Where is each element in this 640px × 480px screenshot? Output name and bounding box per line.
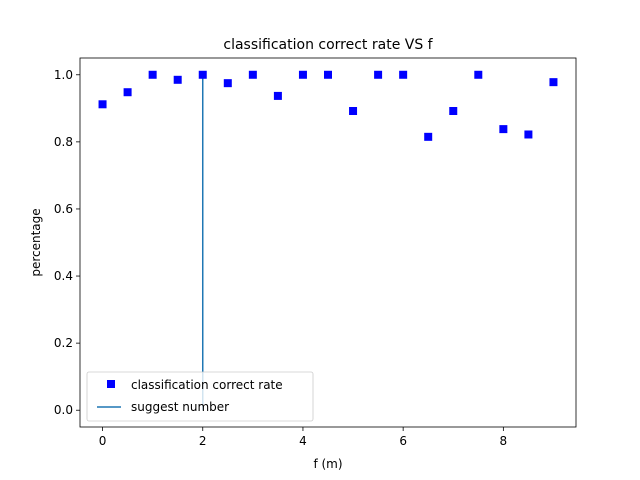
ticks-layer: 0 2 4 6 8 0.0 0.2 0.4 0.6 0.8 1.0 (54, 68, 507, 448)
data-point-square (324, 70, 332, 79)
legend-box (86, 371, 314, 422)
axes-frame (79, 57, 577, 428)
data-point-square (474, 70, 483, 79)
x-tick-label: 0 (99, 434, 107, 448)
data-point-square (273, 91, 282, 100)
x-tick-label: 2 (199, 434, 207, 448)
chart-title: classification correct rate VS f (223, 37, 433, 53)
y-tick-label: 0.2 (54, 336, 73, 350)
x-tick-label: 4 (299, 434, 307, 448)
data-point-square (424, 132, 433, 141)
y-tick-label: 1.0 (54, 68, 73, 82)
legend: classification correct rate suggest numb… (86, 371, 314, 422)
x-axis-label: f (m) (313, 457, 342, 471)
data-point-square (123, 88, 132, 97)
legend-marker-square (107, 380, 115, 388)
y-tick-label: 0.8 (54, 135, 73, 149)
plot-layer (98, 70, 558, 411)
legend-label-series-0: classification correct rate (131, 378, 283, 392)
data-point-square (248, 70, 257, 79)
x-tick-label: 6 (399, 434, 407, 448)
data-point-square (524, 130, 533, 139)
data-point-square (173, 75, 182, 84)
data-point-square (349, 107, 358, 116)
y-axis-label: percentage (29, 208, 43, 276)
data-point-square (148, 70, 157, 79)
y-tick-label: 0.6 (54, 202, 73, 216)
data-point-square (399, 70, 408, 79)
data-point-square (499, 125, 508, 134)
x-tick-label: 8 (500, 434, 508, 448)
data-point-square (374, 70, 383, 79)
y-tick-label: 0.4 (54, 269, 73, 283)
data-point-square (298, 70, 307, 79)
y-tick-label: 0.0 (54, 403, 73, 417)
data-point-square (549, 78, 558, 87)
data-point-square (449, 107, 458, 116)
data-point-square (223, 79, 232, 88)
data-point-square (98, 100, 107, 109)
data-point-square (198, 70, 207, 79)
legend-label-series-1: suggest number (131, 400, 229, 414)
